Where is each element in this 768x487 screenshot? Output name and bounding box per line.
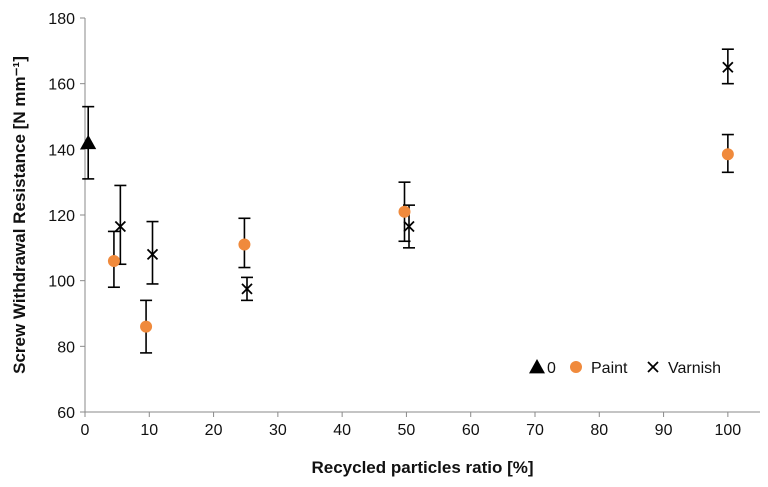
- y-tick-label: 140: [48, 142, 75, 159]
- legend-marker-paint: [570, 361, 582, 373]
- data-point-varnish-4: [722, 61, 734, 73]
- y-tick-label: 100: [48, 274, 75, 291]
- y-tick-label: 120: [48, 208, 75, 225]
- x-tick-label: 60: [462, 422, 480, 439]
- legend-marker-varnish: [647, 361, 659, 373]
- x-tick-label: 80: [590, 422, 608, 439]
- error-bar-varnish-1: [146, 220, 159, 285]
- legend-label-paint: Paint: [591, 360, 628, 377]
- data-point-paint-0: [107, 254, 120, 267]
- x-marker-stroke: [722, 61, 734, 73]
- data-point-varnish-1: [146, 248, 159, 261]
- error-bar-varnish-0: [114, 184, 127, 266]
- x-marker-stroke: [241, 283, 253, 295]
- x-tick-label: 20: [205, 422, 223, 439]
- y-tick-label: 180: [48, 11, 75, 28]
- x-tick-label: 30: [269, 422, 287, 439]
- x-tick-label: 100: [715, 422, 742, 439]
- x-tick-label: 50: [398, 422, 416, 439]
- y-ticks: 60 80 100 120 140 160 180: [48, 11, 85, 422]
- x-tick-label: 90: [655, 422, 673, 439]
- x-marker-stroke: [146, 248, 159, 261]
- legend-marker-0: [529, 359, 545, 374]
- legend-item-0: 0: [529, 359, 556, 377]
- x-ticks: 0 10 20 30 40 50 60 70 80 90 100: [81, 412, 742, 439]
- error-bars: [82, 48, 734, 354]
- data-point-varnish-0: [114, 220, 126, 233]
- y-tick-label: 80: [57, 339, 75, 356]
- data-point-paint-2: [238, 238, 251, 251]
- legend-item-paint: Paint: [570, 360, 628, 377]
- legend-item-varnish: Varnish: [647, 360, 721, 377]
- data-point-paint-1: [140, 320, 153, 333]
- data-point-varnish-2: [241, 283, 253, 295]
- x-axis-title: Recycled particles ratio [%]: [311, 458, 533, 477]
- y-tick-label: 60: [57, 405, 75, 422]
- data-point-paint-3: [398, 205, 411, 218]
- x-marker-stroke: [403, 220, 415, 233]
- legend: 0 Paint Varnish: [529, 359, 721, 377]
- x-tick-label: 40: [333, 422, 351, 439]
- x-marker-stroke: [647, 361, 659, 373]
- data-point-varnish-3: [403, 220, 415, 233]
- x-tick-label: 10: [140, 422, 158, 439]
- data-point-0-0: [80, 134, 97, 150]
- y-axis-title: Screw Withdrawal Resistance [N mm⁻¹]: [10, 56, 29, 374]
- data-markers: [80, 61, 734, 333]
- data-point-paint-4: [721, 148, 734, 161]
- x-tick-label: 0: [81, 422, 90, 439]
- legend-label-0: 0: [547, 360, 556, 377]
- x-marker-stroke: [114, 220, 126, 233]
- y-tick-label: 160: [48, 77, 75, 94]
- legend-label-varnish: Varnish: [668, 360, 721, 377]
- x-tick-label: 70: [526, 422, 544, 439]
- plot-area: 0 10 20 30 40 50 60 70 80 90 100 60 80 100 120 140 160 1…: [48, 11, 760, 439]
